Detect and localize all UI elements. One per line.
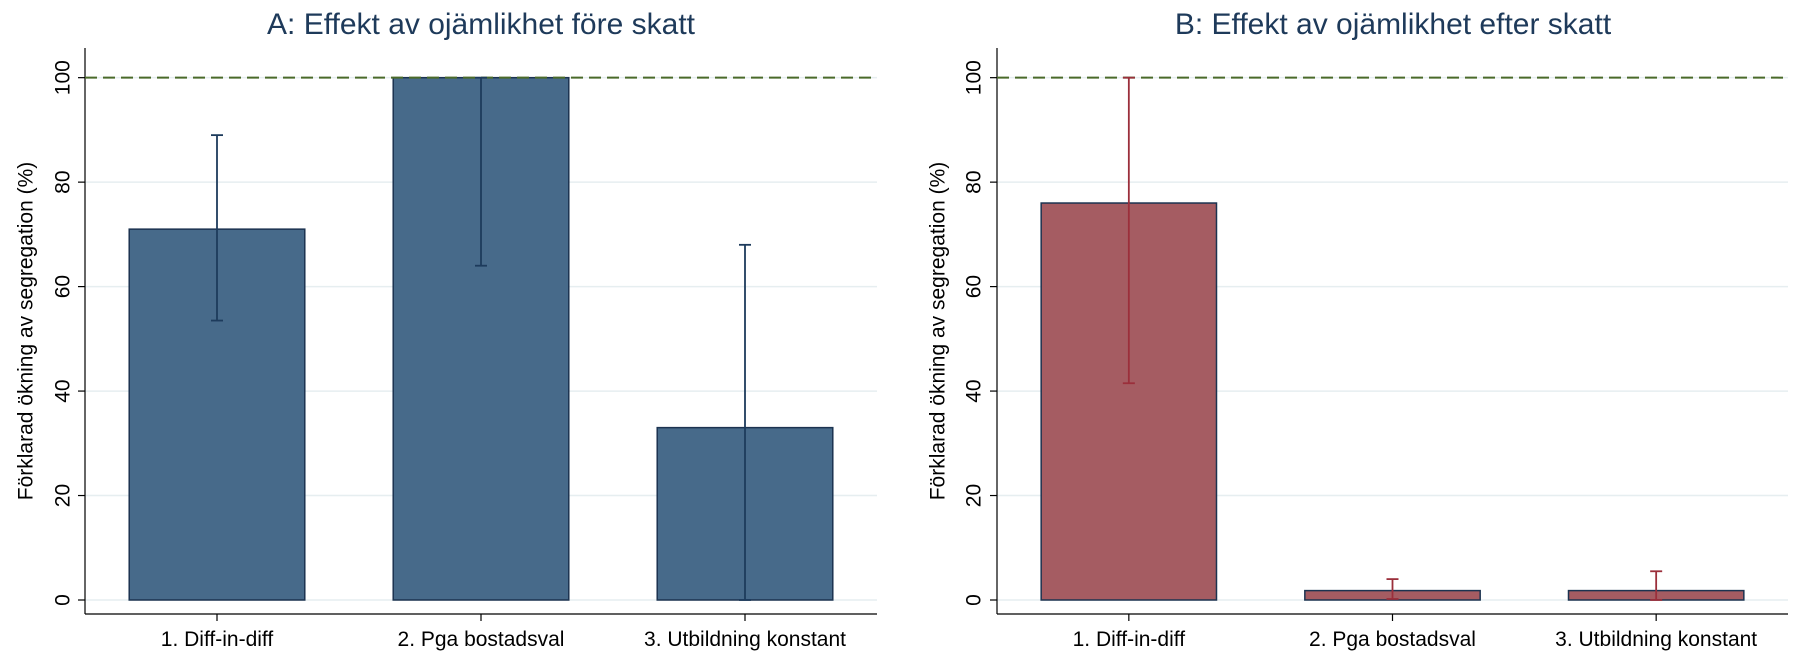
x-tick-label: 3. Utbildning konstant xyxy=(1555,628,1757,651)
x-tick-label: 3. Utbildning konstant xyxy=(644,628,846,651)
y-tick-label: 20 xyxy=(963,484,986,507)
y-tick-label: 100 xyxy=(52,60,75,95)
y-tick-label: 40 xyxy=(963,379,986,402)
y-tick-label: 80 xyxy=(52,170,75,193)
y-tick-label: 100 xyxy=(963,60,986,95)
y-tick-label: 20 xyxy=(52,484,75,507)
x-tick-label: 1. Diff-in-diff xyxy=(1073,628,1186,651)
chart-title: A: Effekt av ojämlikhet före skatt xyxy=(267,8,696,41)
y-tick-label: 0 xyxy=(963,594,986,606)
chart-title: B: Effekt av ojämlikhet efter skatt xyxy=(1175,8,1612,41)
y-tick-label: 60 xyxy=(52,275,75,298)
y-tick-label: 40 xyxy=(52,379,75,402)
y-tick-label: 0 xyxy=(52,594,75,606)
x-tick-label: 2. Pga bostadsval xyxy=(1309,628,1476,651)
y-tick-label: 80 xyxy=(963,170,986,193)
y-tick-label: 60 xyxy=(963,275,986,298)
x-tick-label: 2. Pga bostadsval xyxy=(398,628,565,651)
chart-panel-b: 0 20 40 60 80 100 Förklarad ökning av segregat… xyxy=(927,8,1788,651)
y-axis-label: Förklarad ökning av segregation (%) xyxy=(927,162,950,501)
y-axis-label: Förklarad ökning av segregation (%) xyxy=(15,162,38,501)
chart-panel-a: 0 20 40 60 80 100 Förklarad ökning av segregat… xyxy=(15,8,877,651)
x-tick-label: 1. Diff-in-diff xyxy=(161,628,274,651)
